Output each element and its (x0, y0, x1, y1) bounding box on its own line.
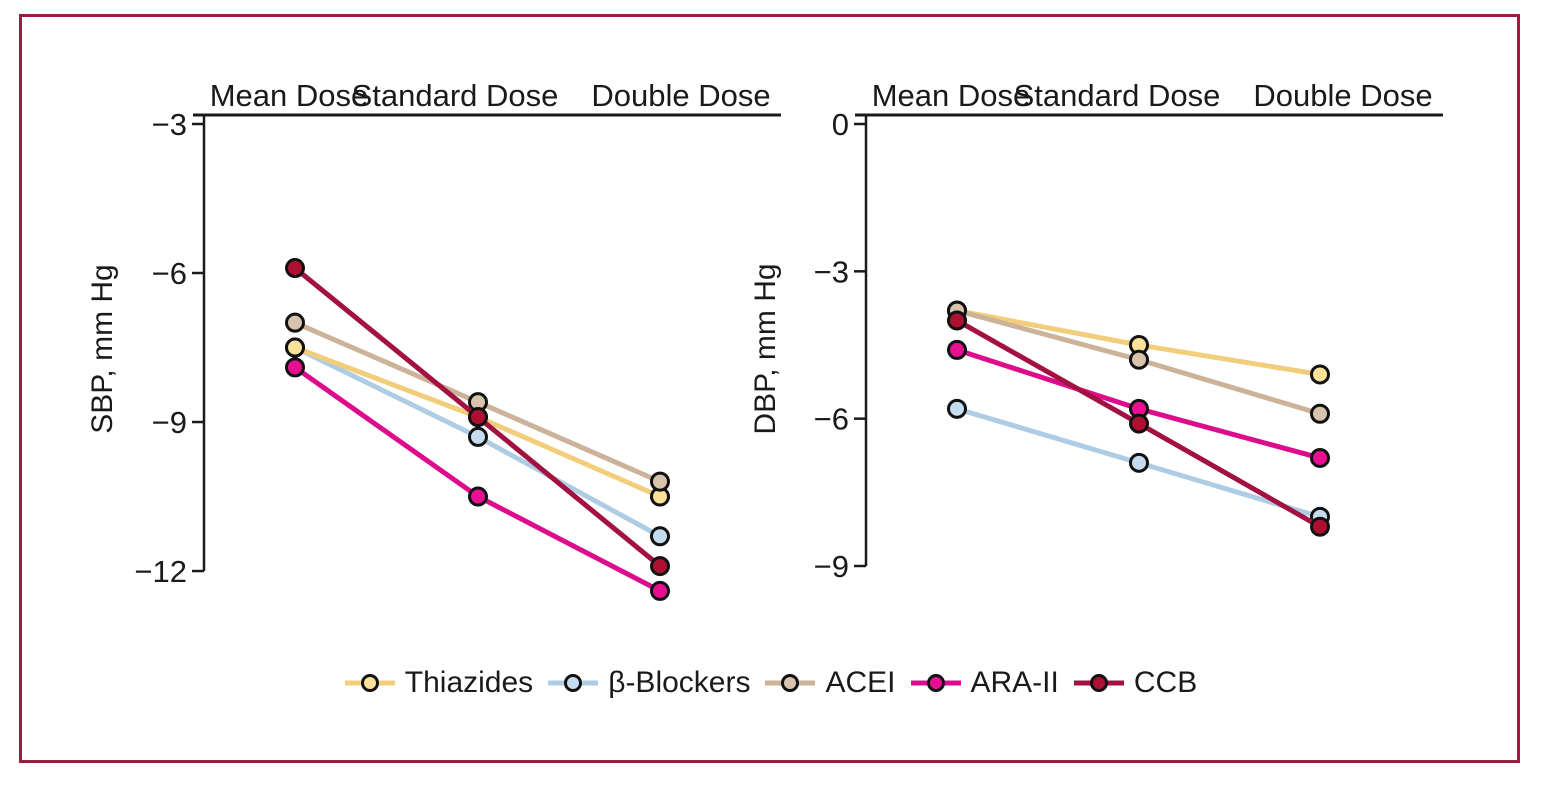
data-point-β-Blockers-Double Dose (650, 526, 670, 547)
x-category-label: Standard Dose (352, 78, 559, 113)
data-point-ARA-II-Mean Dose (947, 339, 967, 360)
thiazides-line-marker-icon (344, 674, 395, 692)
y-axis-title: SBP, mm Hg (86, 264, 119, 434)
beta-blockers-line-marker-icon (548, 674, 599, 692)
data-point-β-Blockers-Mean Dose (947, 398, 967, 419)
data-point-Thiazides-Double Dose (1310, 364, 1330, 385)
data-point-ACEI-Double Dose (1310, 403, 1330, 424)
legend-label: ACEI (825, 666, 896, 699)
acei-line-marker-icon (765, 674, 816, 692)
y-axis-title: DBP, mm Hg (749, 263, 782, 434)
data-point-CCB-Double Dose (650, 556, 670, 577)
x-category-label: Mean Dose (210, 78, 369, 113)
x-category-label: Double Dose (591, 78, 770, 113)
data-point-ACEI-Double Dose (650, 471, 670, 492)
legend: Thiazides β-Blockers ACEI ARA-II CCB (0, 659, 1541, 707)
legend-item-thiazides: Thiazides (344, 666, 533, 700)
y-tick-label: −6 (152, 256, 187, 291)
data-point-CCB-Mean Dose (947, 310, 967, 331)
data-point-CCB-Mean Dose (285, 258, 305, 279)
data-point-ARA-II-Standard Dose (468, 486, 488, 507)
x-category-label: Standard Dose (1014, 78, 1221, 113)
legend-item-acei: ACEI (764, 666, 896, 700)
data-point-CCB-Standard Dose (468, 407, 488, 428)
y-tick-label: 0 (832, 107, 849, 142)
data-point-ACEI-Mean Dose (285, 312, 305, 333)
legend-label: CCB (1133, 666, 1198, 699)
y-tick-label: −9 (814, 549, 849, 584)
data-point-β-Blockers-Standard Dose (468, 426, 488, 447)
data-point-CCB-Double Dose (1310, 516, 1330, 537)
figure-border (19, 14, 1520, 763)
y-tick-label: −3 (152, 107, 187, 142)
legend-item-ara-ii: ARA-II (910, 666, 1059, 700)
y-tick-label: −6 (814, 402, 849, 437)
y-tick-label: −9 (152, 405, 187, 440)
ara-ii-line-marker-icon (910, 674, 961, 692)
x-category-label: Double Dose (1253, 78, 1432, 113)
x-category-label: Mean Dose (872, 78, 1031, 113)
y-tick-label: −12 (134, 554, 187, 589)
legend-label: ARA-II (970, 666, 1059, 699)
data-point-β-Blockers-Standard Dose (1129, 452, 1149, 473)
legend-label: Thiazides (404, 666, 534, 699)
legend-item-beta-blockers: β-Blockers (547, 666, 750, 700)
data-point-CCB-Standard Dose (1129, 413, 1149, 434)
legend-label: β-Blockers (608, 666, 751, 699)
data-point-ARA-II-Double Dose (1310, 447, 1330, 468)
data-point-Thiazides-Mean Dose (285, 337, 305, 358)
data-point-ACEI-Standard Dose (1129, 349, 1149, 370)
legend-item-ccb: CCB (1073, 666, 1197, 700)
data-point-ARA-II-Mean Dose (285, 357, 305, 378)
data-point-ARA-II-Double Dose (650, 580, 670, 601)
ccb-line-marker-icon (1073, 674, 1124, 692)
y-tick-label: −3 (814, 254, 849, 289)
